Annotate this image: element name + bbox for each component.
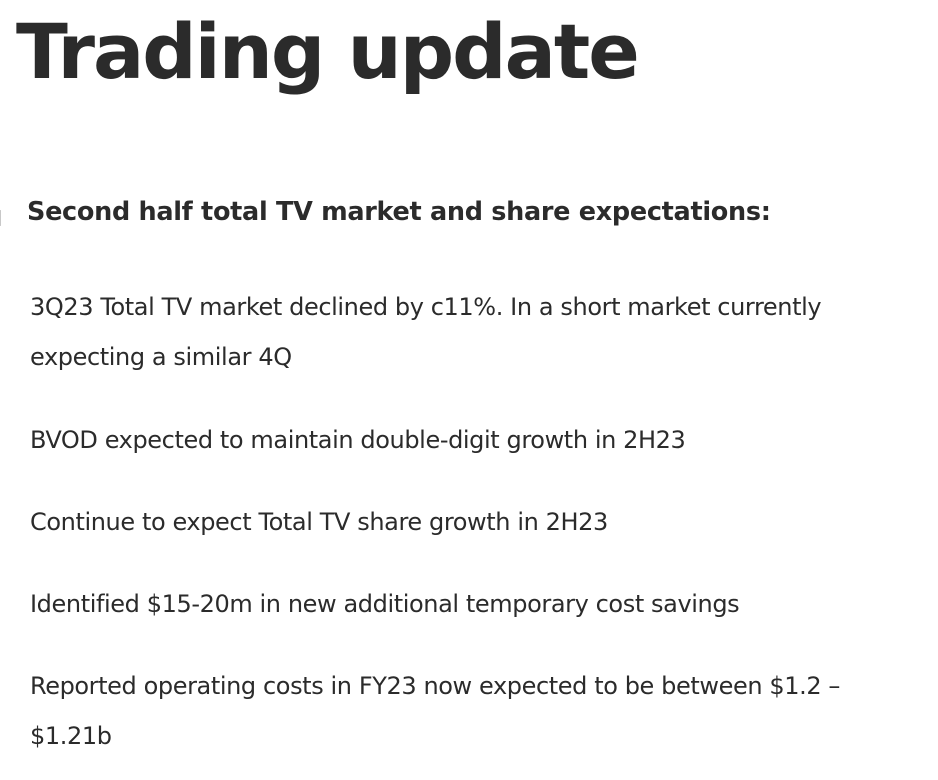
section-subheading: Second half total TV market and share ex… — [27, 197, 771, 227]
edge-mark — [0, 210, 4, 226]
bullet-bvod-growth: BVOD expected to maintain double-digit g… — [30, 426, 686, 454]
bullet-cost-savings: Identified $15-20m in new additional tem… — [30, 590, 740, 618]
bullet-share-growth: Continue to expect Total TV share growth… — [30, 508, 608, 536]
slide-title: Trading update — [16, 7, 640, 96]
bullet-tv-market: 3Q23 Total TV market declined by c11%. I… — [30, 293, 822, 371]
bullet-operating-costs: Reported operating costs in FY23 now exp… — [30, 672, 841, 750]
